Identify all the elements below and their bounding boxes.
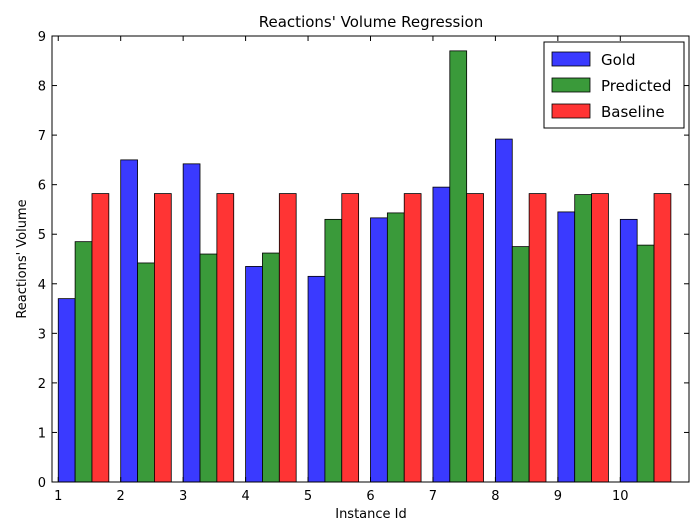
x-tick-label: 2 xyxy=(117,489,125,504)
bar-baseline-9 xyxy=(591,193,609,483)
y-axis-ticks: 0 1 2 3 4 5 6 7 8 9 xyxy=(38,30,689,491)
bar-gold-6 xyxy=(370,217,388,483)
y-tick-label: 3 xyxy=(38,327,46,342)
bar-predicted-10 xyxy=(636,244,655,483)
bar-predicted-2 xyxy=(137,262,155,483)
y-tick-label: 4 xyxy=(38,278,46,293)
bar-predicted-7 xyxy=(449,50,468,483)
x-axis-label: Instance Id xyxy=(335,507,407,522)
bar-baseline-8 xyxy=(528,193,547,483)
y-tick-label: 5 xyxy=(38,228,46,243)
bar-predicted-9 xyxy=(574,194,592,483)
x-tick-label: 7 xyxy=(429,489,437,504)
x-axis-ticks: 1 2 3 4 5 6 7 8 9 10 xyxy=(54,36,629,504)
x-tick-label: 4 xyxy=(241,489,249,504)
y-tick-label: 6 xyxy=(38,179,46,194)
bar-gold-1 xyxy=(57,298,76,483)
bar-baseline-5 xyxy=(341,193,360,483)
x-tick-label: 1 xyxy=(54,489,62,504)
bar-predicted-1 xyxy=(74,241,93,483)
x-tick-label: 10 xyxy=(612,489,629,504)
y-tick-label: 0 xyxy=(38,476,46,491)
chart-title: Reactions' Volume Regression xyxy=(259,13,483,31)
bar-baseline-2 xyxy=(154,193,172,483)
x-tick-label: 8 xyxy=(491,489,499,504)
y-tick-label: 1 xyxy=(38,426,46,441)
bar-gold-5 xyxy=(307,275,326,483)
bar-baseline-3 xyxy=(216,193,235,483)
legend-swatch-baseline xyxy=(551,103,591,119)
bar-predicted-4 xyxy=(262,252,280,483)
y-tick-label: 9 xyxy=(38,30,46,45)
x-tick-label: 3 xyxy=(179,489,187,504)
bar-gold-7 xyxy=(432,186,451,483)
y-tick-label: 7 xyxy=(38,129,46,144)
bar-predicted-5 xyxy=(324,218,343,483)
legend-label-baseline: Baseline xyxy=(601,103,665,121)
legend: Gold Predicted Baseline xyxy=(543,41,685,129)
y-tick-label: 2 xyxy=(38,377,46,392)
bar-baseline-10 xyxy=(653,193,672,483)
bar-baseline-1 xyxy=(91,193,110,483)
bar-gold-10 xyxy=(619,218,638,483)
bar-gold-3 xyxy=(182,163,201,483)
x-tick-label: 9 xyxy=(554,489,562,504)
bar-baseline-7 xyxy=(466,193,484,483)
y-axis-label: Reactions' Volume xyxy=(15,199,30,318)
bar-predicted-6 xyxy=(386,212,405,483)
bar-gold-8 xyxy=(494,138,513,483)
x-tick-label: 5 xyxy=(304,489,312,504)
legend-swatch-predicted xyxy=(551,77,591,93)
bar-baseline-6 xyxy=(403,193,422,483)
bar-predicted-3 xyxy=(199,253,218,483)
bar-baseline-4 xyxy=(278,193,297,483)
bars-group xyxy=(57,50,672,483)
x-tick-label: 6 xyxy=(366,489,374,504)
legend-label-predicted: Predicted xyxy=(601,77,671,95)
y-tick-label: 8 xyxy=(38,80,46,95)
bar-gold-2 xyxy=(120,159,138,483)
legend-label-gold: Gold xyxy=(601,51,636,69)
bar-gold-4 xyxy=(245,266,263,483)
bar-predicted-8 xyxy=(511,246,530,483)
bar-gold-9 xyxy=(557,211,576,483)
legend-swatch-gold xyxy=(551,51,591,67)
